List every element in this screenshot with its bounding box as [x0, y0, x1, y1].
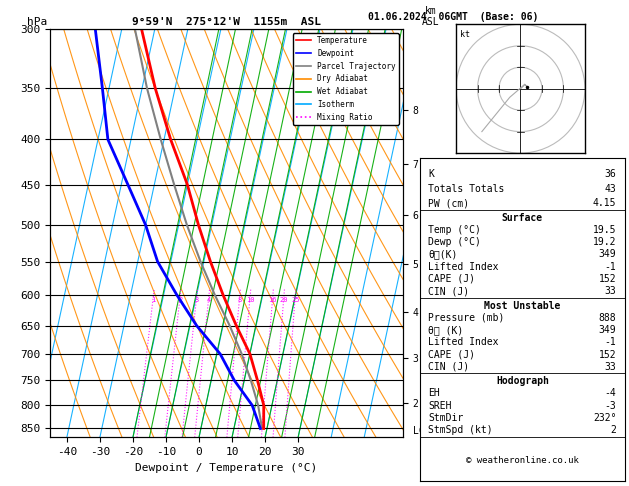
Text: Surface: Surface — [502, 213, 543, 223]
Text: 152: 152 — [599, 274, 616, 284]
Text: 152: 152 — [599, 349, 616, 360]
Text: 36: 36 — [604, 169, 616, 179]
Text: θᴇ (K): θᴇ (K) — [428, 325, 464, 335]
Text: 10: 10 — [246, 297, 255, 303]
Text: LCL: LCL — [413, 426, 431, 436]
Text: hPa: hPa — [28, 17, 48, 27]
Text: 33: 33 — [604, 286, 616, 296]
Legend: Temperature, Dewpoint, Parcel Trajectory, Dry Adiabat, Wet Adiabat, Isotherm, Mi: Temperature, Dewpoint, Parcel Trajectory… — [292, 33, 399, 125]
Text: -1: -1 — [604, 337, 616, 347]
Text: StmDir: StmDir — [428, 413, 464, 423]
Text: 8: 8 — [238, 297, 242, 303]
Text: Mixing Ratio (g/kg): Mixing Ratio (g/kg) — [475, 177, 485, 289]
Text: kt: kt — [460, 30, 470, 39]
Text: K: K — [428, 169, 434, 179]
Text: StmSpd (kt): StmSpd (kt) — [428, 425, 493, 435]
Text: 33: 33 — [604, 362, 616, 372]
Text: 349: 349 — [599, 325, 616, 335]
Text: EH: EH — [428, 388, 440, 399]
Text: CIN (J): CIN (J) — [428, 286, 469, 296]
Text: 20: 20 — [280, 297, 288, 303]
Text: CIN (J): CIN (J) — [428, 362, 469, 372]
Text: Hodograph: Hodograph — [496, 377, 549, 386]
Text: Lifted Index: Lifted Index — [428, 337, 499, 347]
Text: 2: 2 — [611, 425, 616, 435]
X-axis label: Dewpoint / Temperature (°C): Dewpoint / Temperature (°C) — [135, 463, 318, 473]
Text: 4.15: 4.15 — [593, 198, 616, 208]
Text: 19.2: 19.2 — [593, 237, 616, 247]
Text: PW (cm): PW (cm) — [428, 198, 469, 208]
Text: CAPE (J): CAPE (J) — [428, 349, 476, 360]
Text: © weatheronline.co.uk: © weatheronline.co.uk — [466, 456, 579, 465]
Text: 16: 16 — [269, 297, 277, 303]
Text: km
ASL: km ASL — [422, 5, 440, 27]
Text: 349: 349 — [599, 249, 616, 260]
Text: 25: 25 — [291, 297, 299, 303]
Text: θᴇ(K): θᴇ(K) — [428, 249, 458, 260]
Text: Totals Totals: Totals Totals — [428, 184, 504, 194]
Text: -1: -1 — [604, 261, 616, 272]
Text: 19.5: 19.5 — [593, 225, 616, 235]
Text: 3: 3 — [194, 297, 199, 303]
Text: Pressure (mb): Pressure (mb) — [428, 313, 504, 323]
Text: Lifted Index: Lifted Index — [428, 261, 499, 272]
Text: Dewp (°C): Dewp (°C) — [428, 237, 481, 247]
Text: 4: 4 — [207, 297, 211, 303]
Title: 9°59'N  275°12'W  1155m  ASL: 9°59'N 275°12'W 1155m ASL — [132, 17, 321, 27]
Text: Most Unstable: Most Unstable — [484, 301, 560, 311]
Text: CAPE (J): CAPE (J) — [428, 274, 476, 284]
Text: 2: 2 — [178, 297, 182, 303]
Text: 1: 1 — [152, 297, 155, 303]
Text: 43: 43 — [604, 184, 616, 194]
Text: Temp (°C): Temp (°C) — [428, 225, 481, 235]
Text: 232°: 232° — [593, 413, 616, 423]
Text: -4: -4 — [604, 388, 616, 399]
Text: -3: -3 — [604, 400, 616, 411]
Text: 01.06.2024  06GMT  (Base: 06): 01.06.2024 06GMT (Base: 06) — [368, 12, 538, 22]
Text: SREH: SREH — [428, 400, 452, 411]
Text: 888: 888 — [599, 313, 616, 323]
